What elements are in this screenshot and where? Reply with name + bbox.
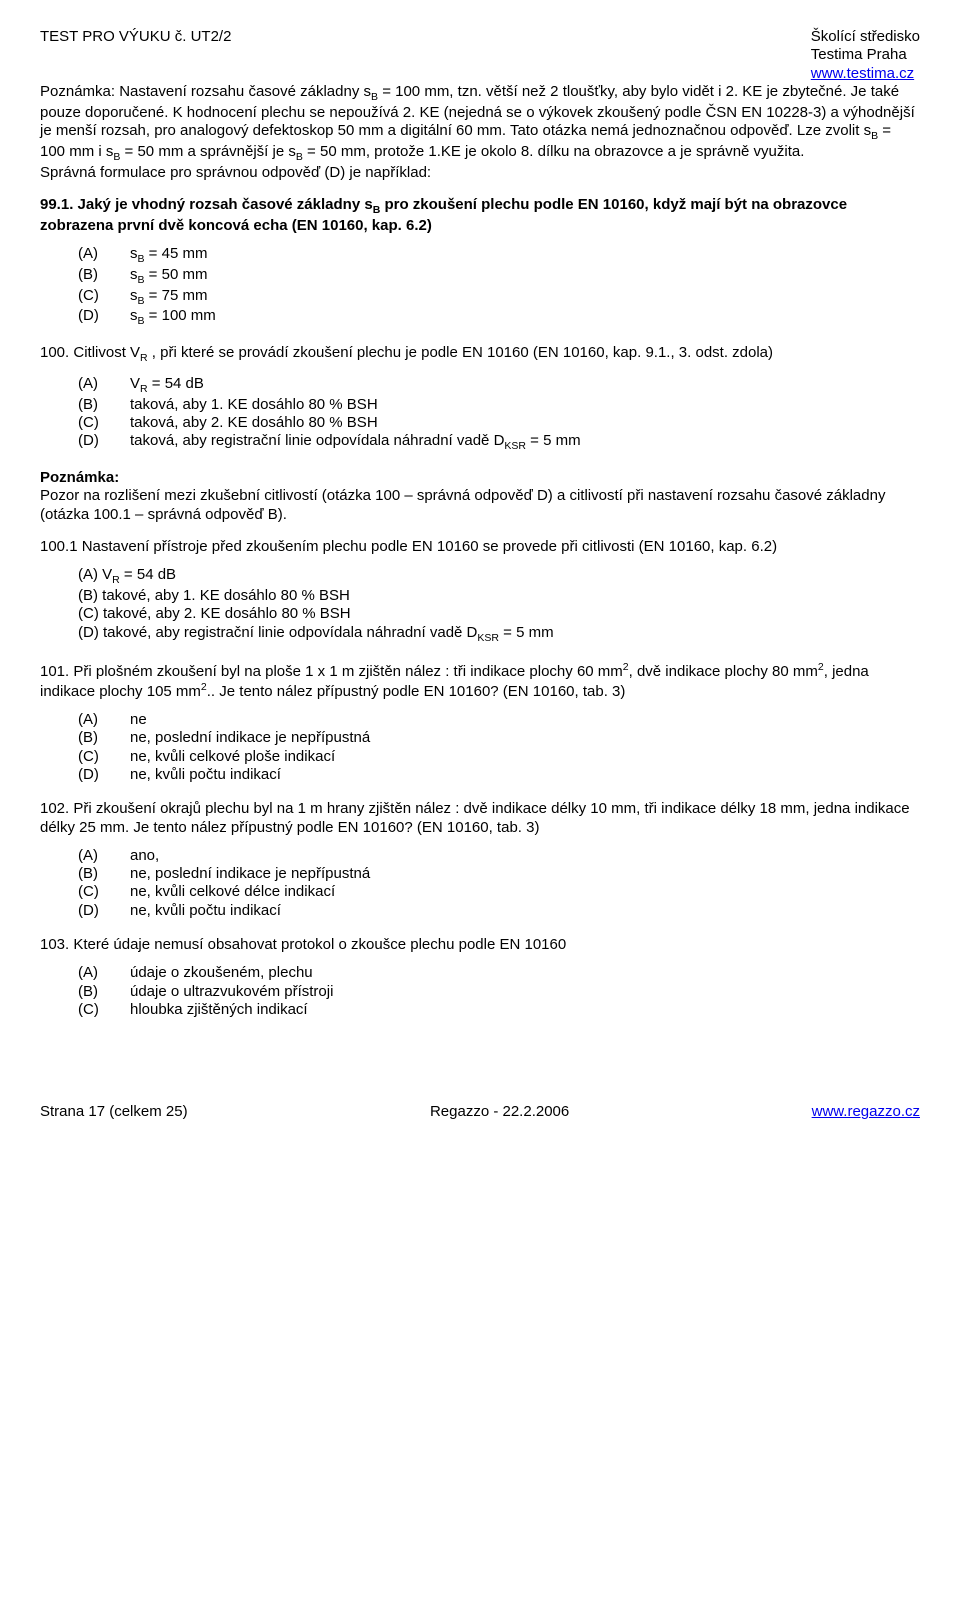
question-100-1: 100.1 Nastavení přístroje před zkoušením… [40,538,920,556]
question-100: 100. Citlivost VR , při které se provádí… [40,344,920,365]
option-b: (B)ne, poslední indikace je nepřípustná [78,729,920,747]
note-1-text: Poznámka: Nastavení rozsahu časové zákla… [40,83,915,160]
footer-page: Strana 17 (celkem 25) [40,1103,188,1121]
option-label: (D) [78,766,130,784]
option-label: (D) [78,902,130,920]
option-d: (D) takové, aby registrační linie odpoví… [78,624,920,645]
option-d: (D)ne, kvůli počtu indikací [78,766,920,784]
option-d: (D)taková, aby registrační linie odpovíd… [78,432,920,453]
question-100-1-options: (A) VR = 54 dB (B) takové, aby 1. KE dos… [78,566,920,644]
option-d: (D)ne, kvůli počtu indikací [78,902,920,920]
option-text: ne [130,711,147,729]
footer-author-date: Regazzo - 22.2.2006 [430,1103,569,1121]
option-a: (A)údaje o zkoušeném, plechu [78,964,920,982]
question-99-1: 99.1. Jaký je vhodný rozsah časové zákla… [40,196,920,235]
option-text: údaje o ultrazvukovém přístroji [130,983,333,1001]
option-a: (A)ne [78,711,920,729]
option-text: ne, kvůli celkové délce indikací [130,883,335,901]
option-label: (C) [78,883,130,901]
option-label: (C) [78,748,130,766]
option-label: (D) [78,432,130,453]
option-text: ne, poslední indikace je nepřípustná [130,729,370,747]
option-label: (B) [78,396,130,414]
option-a: (A)ano, [78,847,920,865]
option-a: (A)sB = 45 mm [78,245,920,266]
option-c: (C)ne, kvůli celkové ploše indikací [78,748,920,766]
option-text: ne, kvůli celkové ploše indikací [130,748,335,766]
option-b: (B)údaje o ultrazvukovém přístroji [78,983,920,1001]
option-label: (B) [78,729,130,747]
option-a: (A) VR = 54 dB [78,566,920,587]
option-b: (B)sB = 50 mm [78,266,920,287]
option-text: sB = 50 mm [130,266,207,287]
option-label: (B) [78,865,130,883]
note-1: Poznámka: Nastavení rozsahu časové zákla… [40,83,920,182]
option-text: ano, [130,847,159,865]
option-text: sB = 45 mm [130,245,207,266]
option-text: sB = 100 mm [130,307,216,328]
option-b: (B)ne, poslední indikace je nepřípustná [78,865,920,883]
header-institution: Školící středisko [811,28,920,46]
option-b: (B) takové, aby 1. KE dosáhlo 80 % BSH [78,587,920,605]
question-102-options: (A)ano, (B)ne, poslední indikace je nepř… [78,847,920,920]
question-101: 101. Při plošném zkoušení byl na ploše 1… [40,661,920,702]
option-a: (A)VR = 54 dB [78,375,920,396]
note-2: Poznámka: Pozor na rozlišení mezi zkušeb… [40,469,920,524]
question-100-options: (A)VR = 54 dB (B)taková, aby 1. KE dosáh… [78,375,920,453]
question-101-options: (A)ne (B)ne, poslední indikace je nepříp… [78,711,920,784]
header-left: TEST PRO VÝUKU č. UT2/2 [40,28,231,83]
question-103-options: (A)údaje o zkoušeném, plechu (B)údaje o … [78,964,920,1019]
option-label: (A) [78,375,130,396]
option-label: (C) [78,414,130,432]
option-b: (B)taková, aby 1. KE dosáhlo 80 % BSH [78,396,920,414]
question-99-1-options: (A)sB = 45 mm (B)sB = 50 mm (C)sB = 75 m… [78,245,920,328]
option-text: údaje o zkoušeném, plechu [130,964,313,982]
note-2-head: Poznámka: [40,469,119,486]
option-d: (D)sB = 100 mm [78,307,920,328]
option-text: ne, kvůli počtu indikací [130,766,281,784]
header-right: Školící středisko Testima Praha www.test… [811,28,920,83]
option-label: (D) [78,307,130,328]
option-text: ne, kvůli počtu indikací [130,902,281,920]
header-url-link[interactable]: www.testima.cz [811,65,914,82]
option-label: (A) [78,245,130,266]
header-location: Testima Praha [811,46,920,64]
option-label: (B) [78,266,130,287]
option-text: taková, aby 1. KE dosáhlo 80 % BSH [130,396,378,414]
option-text: sB = 75 mm [130,287,207,308]
option-label: (B) [78,983,130,1001]
note-2-text: Pozor na rozlišení mezi zkušební citlivo… [40,487,885,522]
option-label: (A) [78,964,130,982]
question-103: 103. Které údaje nemusí obsahovat protok… [40,936,920,954]
option-c: (C)ne, kvůli celkové délce indikací [78,883,920,901]
option-c: (C) takové, aby 2. KE dosáhlo 80 % BSH [78,605,920,623]
footer-url-link[interactable]: www.regazzo.cz [812,1103,920,1121]
option-text: hloubka zjištěných indikací [130,1001,308,1019]
option-text: VR = 54 dB [130,375,204,396]
question-102: 102. Při zkoušení okrajů plechu byl na 1… [40,800,920,837]
page-header: TEST PRO VÝUKU č. UT2/2 Školící středisk… [40,28,920,83]
option-label: (C) [78,287,130,308]
note-1b-text: Správná formulace pro správnou odpověď (… [40,164,431,181]
option-text: taková, aby registrační linie odpovídala… [130,432,581,453]
option-text: ne, poslední indikace je nepřípustná [130,865,370,883]
option-text: taková, aby 2. KE dosáhlo 80 % BSH [130,414,378,432]
option-c: (C)hloubka zjištěných indikací [78,1001,920,1019]
page-footer: Strana 17 (celkem 25) Regazzo - 22.2.200… [40,1103,920,1121]
option-label: (A) [78,847,130,865]
option-label: (C) [78,1001,130,1019]
option-label: (A) [78,711,130,729]
option-c: (C)sB = 75 mm [78,287,920,308]
option-c: (C)taková, aby 2. KE dosáhlo 80 % BSH [78,414,920,432]
